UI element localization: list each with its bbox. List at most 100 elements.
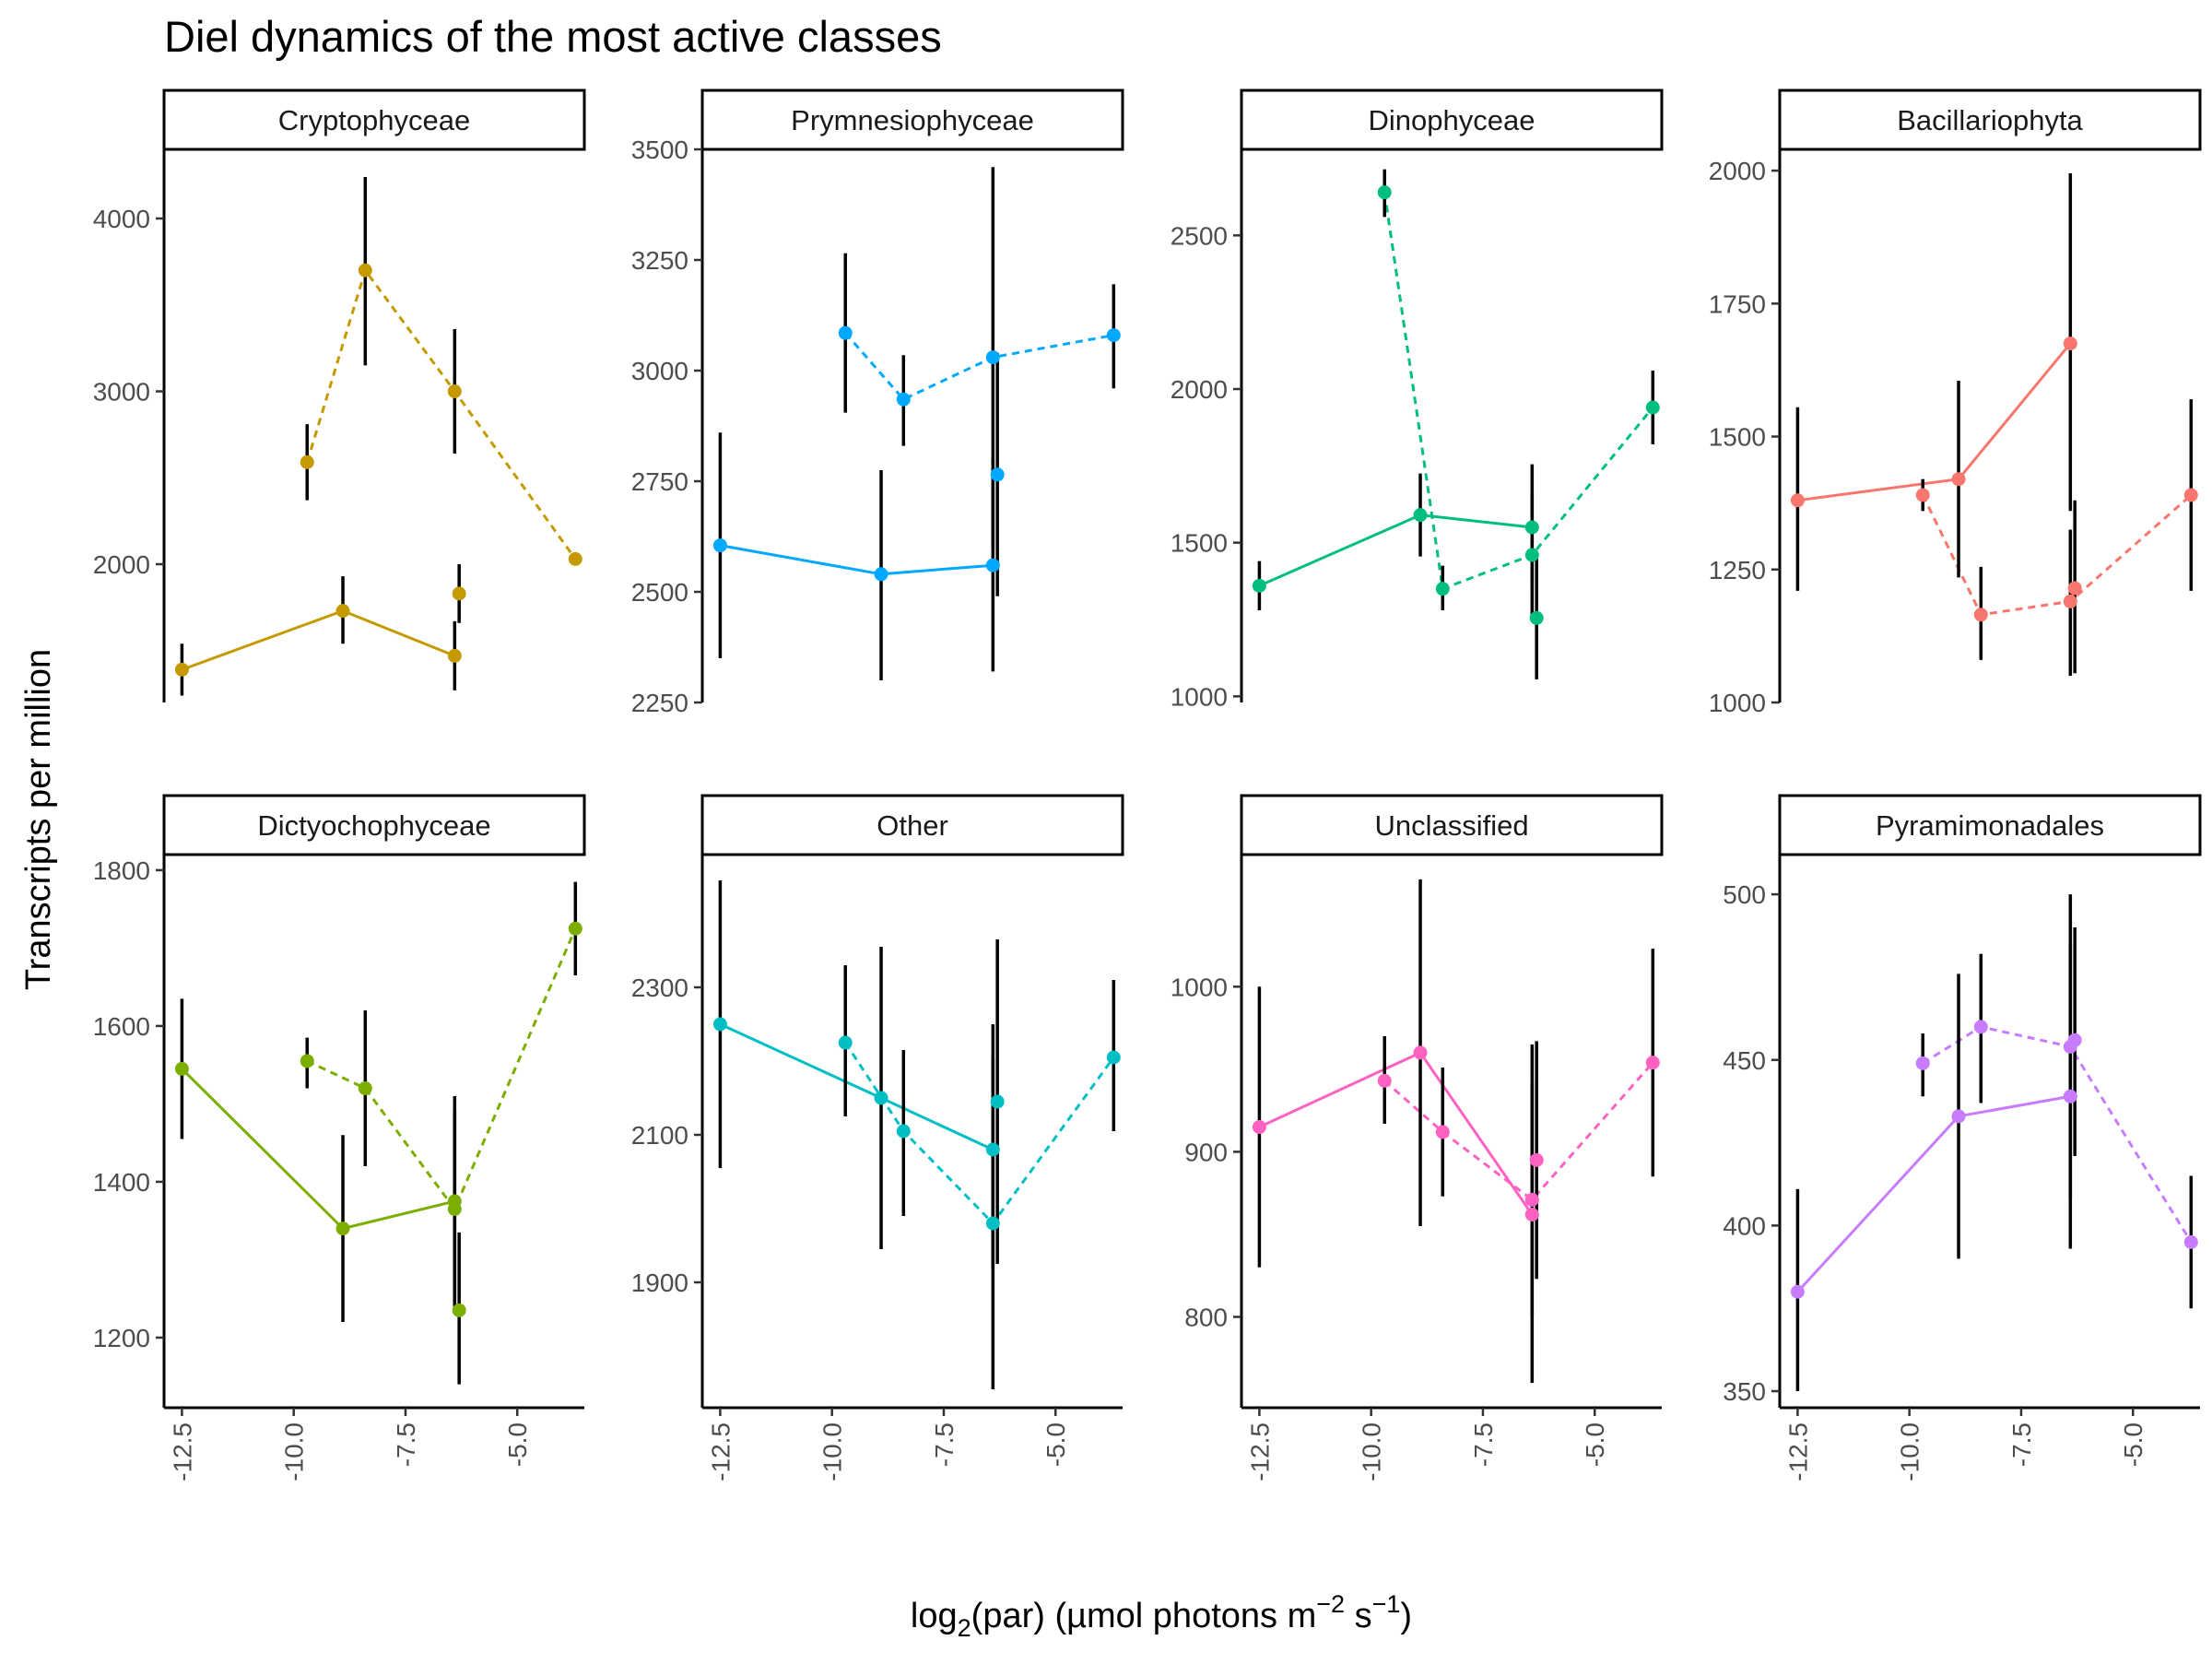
y-tick-label: 2750 <box>631 467 688 496</box>
data-point <box>985 558 1000 572</box>
y-tick-label: 500 <box>1723 880 1766 909</box>
x-axis-title: log2(par) (µmol photons m−2 s−1) <box>911 1590 1412 1642</box>
series-line-solid <box>181 609 455 671</box>
panel-unclassified: Unclassified 800 900 1000 -12.5 -10.0 -7.5 -5.0 <box>1171 794 1664 1481</box>
y-tick-label: 1900 <box>631 1269 688 1297</box>
x-axis-title-main: log <box>911 1597 958 1635</box>
data-point <box>712 1017 727 1032</box>
panel-strip-label: Cryptophyceae <box>278 104 471 136</box>
y-tick-label: 3500 <box>631 136 688 164</box>
data-point <box>1524 520 1539 535</box>
panel-dinophyceae: Dinophyceae 1000 1500 2000 2500 <box>1171 89 1664 711</box>
x-tick-label: -10.0 <box>1358 1422 1386 1481</box>
panel-strip <box>162 89 586 151</box>
x-tick-label: -7.5 <box>2007 1422 2036 1467</box>
y-tick-label: 1000 <box>1171 682 1228 711</box>
data-point <box>985 1216 1000 1231</box>
x-tick-label: -5.0 <box>1041 1422 1070 1467</box>
data-point <box>838 1035 853 1050</box>
data-point <box>358 1081 372 1096</box>
data-point <box>174 662 189 677</box>
data-point <box>174 1061 189 1076</box>
panel-strip <box>162 794 586 856</box>
data-point <box>1524 1192 1539 1207</box>
y-tick-label: 3000 <box>631 357 688 385</box>
series-line-dashed <box>1921 493 2193 617</box>
x-tick-label: -7.5 <box>1469 1422 1498 1467</box>
x-tick-label: -5.0 <box>2119 1422 2147 1467</box>
y-tick-label: 3000 <box>93 378 150 407</box>
data-point <box>447 648 462 663</box>
x-axis-title-end: ) <box>1400 1597 1412 1635</box>
y-tick-label: 1200 <box>93 1324 150 1352</box>
x-axis-title-subscript: 2 <box>958 1614 971 1642</box>
data-point <box>896 392 911 407</box>
series-line-solid <box>719 1022 994 1151</box>
data-point <box>1645 400 1660 415</box>
data-point <box>1435 582 1450 596</box>
series-line-solid <box>1258 1051 1534 1216</box>
panel-cryptophyceae: Cryptophyceae 2000 3000 4000 <box>93 89 586 702</box>
data-point <box>1973 1020 1988 1034</box>
y-tick-label: 2000 <box>1709 157 1766 185</box>
data-point <box>1645 1056 1660 1070</box>
data-point <box>1377 1073 1392 1088</box>
data-point <box>1524 548 1539 562</box>
panel-strip-label: Other <box>877 809 948 842</box>
data-point <box>300 454 314 469</box>
data-point <box>2183 488 2198 502</box>
data-point <box>874 567 888 582</box>
data-point <box>335 604 350 619</box>
x-tick-label: -10.0 <box>280 1422 309 1481</box>
data-point <box>1790 493 1805 508</box>
y-tick-label: 1500 <box>1709 423 1766 452</box>
y-tick-label: 350 <box>1723 1377 1766 1406</box>
series-line-solid <box>1797 342 2072 502</box>
y-tick-label: 1600 <box>93 1012 150 1041</box>
data-point <box>990 467 1005 482</box>
data-point <box>2063 336 2077 351</box>
panel-strip <box>1240 794 1664 856</box>
series-line-solid <box>1796 1094 2071 1293</box>
x-tick-label: -5.0 <box>503 1422 532 1467</box>
y-tick-label: 2000 <box>93 550 150 579</box>
data-point <box>2183 1234 2198 1249</box>
data-point <box>1790 1284 1805 1299</box>
data-point <box>1915 1056 1930 1070</box>
panel-strip <box>700 794 1124 856</box>
data-point <box>712 538 727 553</box>
series-line-solid <box>720 544 994 576</box>
data-point <box>568 551 582 566</box>
x-tick-label: -12.5 <box>1245 1422 1274 1481</box>
data-point <box>838 325 853 340</box>
panel-strip-label: Unclassified <box>1374 809 1528 842</box>
data-point <box>985 350 1000 365</box>
y-tick-label: 1000 <box>1709 689 1766 717</box>
series-line-dashed <box>1922 1025 2193 1244</box>
y-tick-label: 2300 <box>631 974 688 1002</box>
panel-strip-label: Bacillariophyta <box>1897 104 2083 136</box>
x-tick-label: -7.5 <box>392 1422 420 1467</box>
data-point <box>1106 328 1121 343</box>
data-point <box>452 586 466 601</box>
data-point <box>1915 488 1930 502</box>
y-tick-label: 1400 <box>93 1168 150 1197</box>
y-tick-label: 800 <box>1184 1303 1228 1331</box>
data-point <box>2067 581 2082 596</box>
data-point <box>452 1303 466 1317</box>
x-tick-label: -12.5 <box>1783 1422 1812 1481</box>
panel-strip <box>700 89 1124 151</box>
x-tick-label: -12.5 <box>168 1422 196 1481</box>
data-point <box>2063 1089 2077 1103</box>
panel-strip <box>1778 794 2202 856</box>
data-point <box>2063 594 2077 608</box>
series-line-dashed <box>1383 1061 1654 1202</box>
data-point <box>874 1091 888 1105</box>
data-point <box>1951 472 1966 487</box>
y-tick-label: 450 <box>1723 1046 1766 1075</box>
data-point <box>1252 578 1266 593</box>
data-point <box>1377 185 1392 200</box>
data-point <box>985 1142 1000 1157</box>
